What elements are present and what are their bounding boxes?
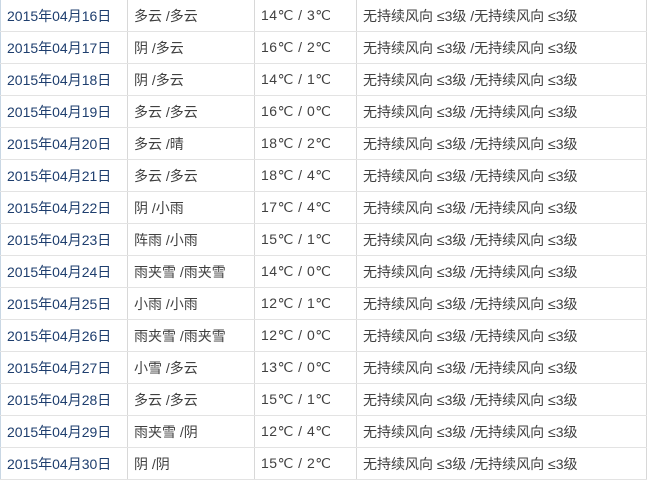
wind-cell: 无持续风向 ≤3级 /无持续风向 ≤3级 <box>356 95 647 128</box>
date-cell: 2015年04月20日 <box>0 127 128 160</box>
weather-cell: 阴 /阴 <box>127 447 255 480</box>
date-cell: 2015年04月18日 <box>0 63 128 96</box>
date-link[interactable]: 2015年04月24日 <box>7 263 112 280</box>
date-cell: 2015年04月21日 <box>0 159 128 192</box>
wind-cell: 无持续风向 ≤3级 /无持续风向 ≤3级 <box>356 383 647 416</box>
date-link[interactable]: 2015年04月28日 <box>7 391 112 408</box>
table-row: 2015年04月29日 雨夹雪 /阴 12℃ / 4℃ 无持续风向 ≤3级 /无… <box>0 415 647 448</box>
wind-cell: 无持续风向 ≤3级 /无持续风向 ≤3级 <box>356 191 647 224</box>
wind-cell: 无持续风向 ≤3级 /无持续风向 ≤3级 <box>356 127 647 160</box>
weather-cell: 多云 /多云 <box>127 159 255 192</box>
temperature-cell: 18℃ / 4℃ <box>254 159 357 192</box>
temperature-cell: 12℃ / 0℃ <box>254 319 357 352</box>
date-link[interactable]: 2015年04月20日 <box>7 135 112 152</box>
weather-cell: 多云 /多云 <box>127 0 255 32</box>
date-link[interactable]: 2015年04月27日 <box>7 359 112 376</box>
table-row: 2015年04月18日 阴 /多云 14℃ / 1℃ 无持续风向 ≤3级 /无持… <box>0 63 647 96</box>
date-cell: 2015年04月17日 <box>0 31 128 64</box>
table-row: 2015年04月19日 多云 /多云 16℃ / 0℃ 无持续风向 ≤3级 /无… <box>0 95 647 128</box>
weather-cell: 多云 /多云 <box>127 95 255 128</box>
date-link[interactable]: 2015年04月23日 <box>7 231 112 248</box>
weather-cell: 小雨 /小雨 <box>127 287 255 320</box>
temperature-cell: 12℃ / 4℃ <box>254 415 357 448</box>
weather-cell: 阴 /多云 <box>127 31 255 64</box>
weather-cell: 多云 /晴 <box>127 127 255 160</box>
table-row: 2015年04月22日 阴 /小雨 17℃ / 4℃ 无持续风向 ≤3级 /无持… <box>0 191 647 224</box>
wind-cell: 无持续风向 ≤3级 /无持续风向 ≤3级 <box>356 415 647 448</box>
table-row: 2015年04月27日 小雪 /多云 13℃ / 0℃ 无持续风向 ≤3级 /无… <box>0 351 647 384</box>
wind-cell: 无持续风向 ≤3级 /无持续风向 ≤3级 <box>356 0 647 32</box>
wind-cell: 无持续风向 ≤3级 /无持续风向 ≤3级 <box>356 255 647 288</box>
weather-cell: 小雪 /多云 <box>127 351 255 384</box>
temperature-cell: 16℃ / 2℃ <box>254 31 357 64</box>
temperature-cell: 12℃ / 1℃ <box>254 287 357 320</box>
temperature-cell: 16℃ / 0℃ <box>254 95 357 128</box>
date-cell: 2015年04月24日 <box>0 255 128 288</box>
date-link[interactable]: 2015年04月16日 <box>7 7 112 24</box>
wind-cell: 无持续风向 ≤3级 /无持续风向 ≤3级 <box>356 351 647 384</box>
date-link[interactable]: 2015年04月17日 <box>7 39 112 56</box>
date-cell: 2015年04月16日 <box>0 0 128 32</box>
weather-cell: 阴 /多云 <box>127 63 255 96</box>
table-row: 2015年04月26日 雨夹雪 /雨夹雪 12℃ / 0℃ 无持续风向 ≤3级 … <box>0 319 647 352</box>
weather-cell: 雨夹雪 /雨夹雪 <box>127 319 255 352</box>
date-cell: 2015年04月22日 <box>0 191 128 224</box>
wind-cell: 无持续风向 ≤3级 /无持续风向 ≤3级 <box>356 287 647 320</box>
table-row: 2015年04月28日 多云 /多云 15℃ / 1℃ 无持续风向 ≤3级 /无… <box>0 383 647 416</box>
date-cell: 2015年04月25日 <box>0 287 128 320</box>
weather-cell: 阵雨 /小雨 <box>127 223 255 256</box>
weather-cell: 阴 /小雨 <box>127 191 255 224</box>
wind-cell: 无持续风向 ≤3级 /无持续风向 ≤3级 <box>356 447 647 480</box>
table-row: 2015年04月20日 多云 /晴 18℃ / 2℃ 无持续风向 ≤3级 /无持… <box>0 127 647 160</box>
date-cell: 2015年04月29日 <box>0 415 128 448</box>
temperature-cell: 18℃ / 2℃ <box>254 127 357 160</box>
weather-cell: 雨夹雪 /雨夹雪 <box>127 255 255 288</box>
date-cell: 2015年04月26日 <box>0 319 128 352</box>
table-row: 2015年04月30日 阴 /阴 15℃ / 2℃ 无持续风向 ≤3级 /无持续… <box>0 447 647 480</box>
weather-cell: 雨夹雪 /阴 <box>127 415 255 448</box>
wind-cell: 无持续风向 ≤3级 /无持续风向 ≤3级 <box>356 31 647 64</box>
wind-cell: 无持续风向 ≤3级 /无持续风向 ≤3级 <box>356 63 647 96</box>
date-link[interactable]: 2015年04月25日 <box>7 295 112 312</box>
date-cell: 2015年04月19日 <box>0 95 128 128</box>
temperature-cell: 15℃ / 2℃ <box>254 447 357 480</box>
temperature-cell: 14℃ / 0℃ <box>254 255 357 288</box>
date-cell: 2015年04月30日 <box>0 447 128 480</box>
weather-cell: 多云 /多云 <box>127 383 255 416</box>
temperature-cell: 13℃ / 0℃ <box>254 351 357 384</box>
date-cell: 2015年04月23日 <box>0 223 128 256</box>
table-row: 2015年04月17日 阴 /多云 16℃ / 2℃ 无持续风向 ≤3级 /无持… <box>0 31 647 64</box>
date-link[interactable]: 2015年04月29日 <box>7 423 112 440</box>
temperature-cell: 15℃ / 1℃ <box>254 383 357 416</box>
wind-cell: 无持续风向 ≤3级 /无持续风向 ≤3级 <box>356 159 647 192</box>
date-link[interactable]: 2015年04月21日 <box>7 167 112 184</box>
date-link[interactable]: 2015年04月26日 <box>7 327 112 344</box>
table-row: 2015年04月21日 多云 /多云 18℃ / 4℃ 无持续风向 ≤3级 /无… <box>0 159 647 192</box>
table-row: 2015年04月16日 多云 /多云 14℃ / 3℃ 无持续风向 ≤3级 /无… <box>0 0 647 32</box>
date-link[interactable]: 2015年04月22日 <box>7 199 112 216</box>
date-link[interactable]: 2015年04月30日 <box>7 455 112 472</box>
table-row: 2015年04月25日 小雨 /小雨 12℃ / 1℃ 无持续风向 ≤3级 /无… <box>0 287 647 320</box>
date-cell: 2015年04月27日 <box>0 351 128 384</box>
date-link[interactable]: 2015年04月18日 <box>7 71 112 88</box>
temperature-cell: 15℃ / 1℃ <box>254 223 357 256</box>
temperature-cell: 17℃ / 4℃ <box>254 191 357 224</box>
date-cell: 2015年04月28日 <box>0 383 128 416</box>
table-row: 2015年04月23日 阵雨 /小雨 15℃ / 1℃ 无持续风向 ≤3级 /无… <box>0 223 647 256</box>
wind-cell: 无持续风向 ≤3级 /无持续风向 ≤3级 <box>356 319 647 352</box>
table-row: 2015年04月24日 雨夹雪 /雨夹雪 14℃ / 0℃ 无持续风向 ≤3级 … <box>0 255 647 288</box>
temperature-cell: 14℃ / 3℃ <box>254 0 357 32</box>
wind-cell: 无持续风向 ≤3级 /无持续风向 ≤3级 <box>356 223 647 256</box>
temperature-cell: 14℃ / 1℃ <box>254 63 357 96</box>
date-link[interactable]: 2015年04月19日 <box>7 103 112 120</box>
